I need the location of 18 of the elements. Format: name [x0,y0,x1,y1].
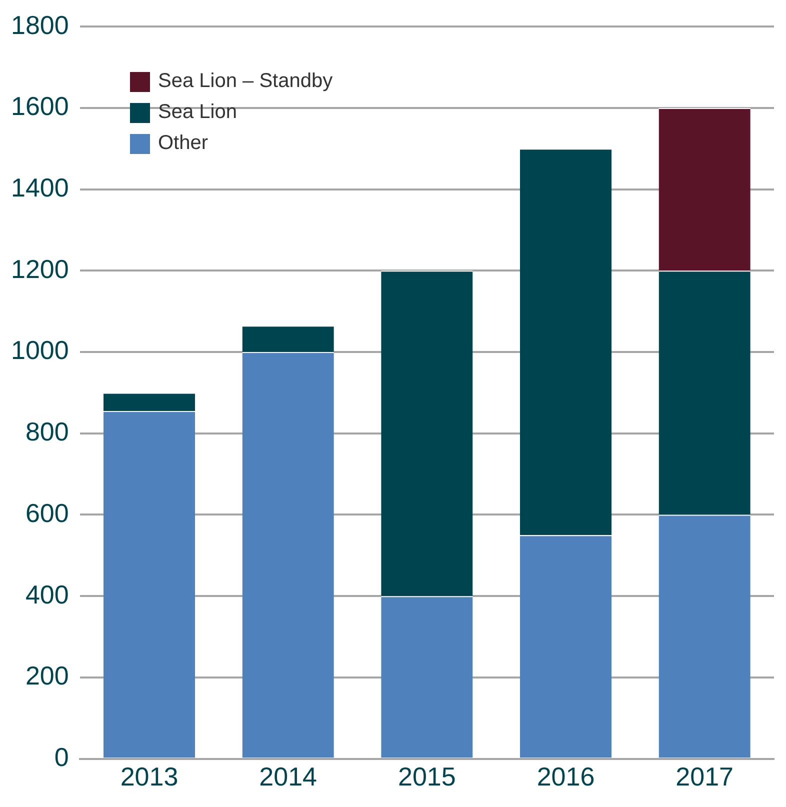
x-tick-label: 2013 [120,762,178,792]
x-tick-label: 2014 [259,762,318,792]
y-tick-label: 200 [25,660,69,691]
y-tick-label: 0 [54,742,69,772]
legend-label: Sea Lion – Standby [158,69,333,94]
legend-label: Sea Lion [158,100,237,125]
y-tick-label: 1200 [10,254,69,284]
y-tick-label: 800 [25,416,69,447]
legend-label: Other [158,131,208,156]
x-tick-label: 2016 [536,762,595,792]
y-tick-label: 1400 [10,172,69,202]
y-tick-label: 1600 [10,91,69,122]
y-tick-label: 600 [25,498,69,528]
y-tick-label: 1800 [10,10,69,40]
x-tick-label: 2015 [398,762,456,792]
x-tick-label: 2017 [676,762,734,792]
y-tick-label: 1000 [10,335,69,366]
y-tick-label: 400 [25,579,69,610]
